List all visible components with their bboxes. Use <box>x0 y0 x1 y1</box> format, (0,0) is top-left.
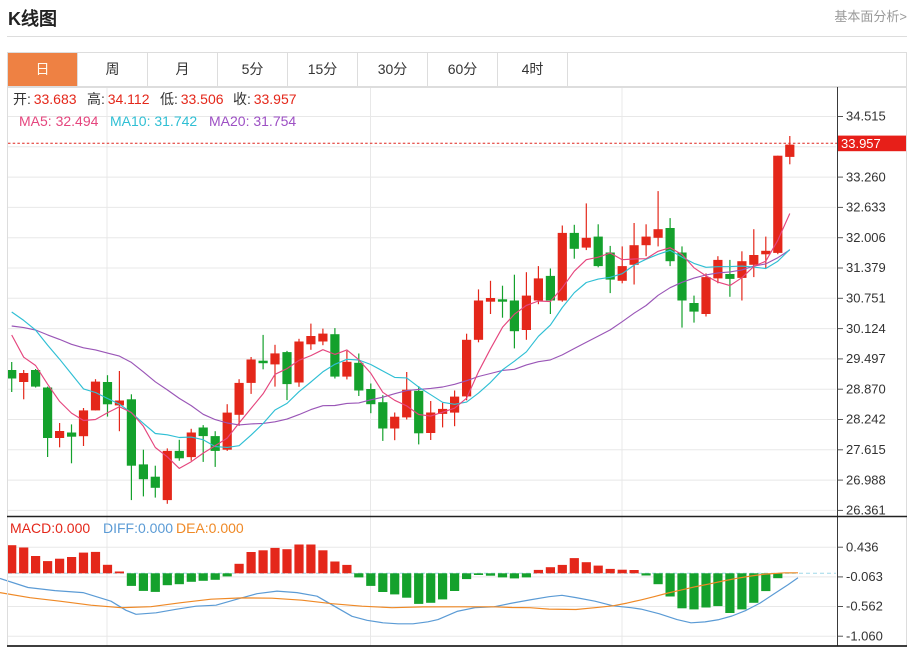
svg-text:26.988: 26.988 <box>846 472 886 487</box>
svg-text:MA10: 31.742: MA10: 31.742 <box>110 113 197 129</box>
svg-text:29.497: 29.497 <box>846 351 886 366</box>
svg-text:33.957: 33.957 <box>841 136 881 151</box>
svg-text:MACD:0.000: MACD:0.000 <box>10 520 90 536</box>
svg-text:DEA:0.000: DEA:0.000 <box>176 520 244 536</box>
svg-text:收: 33.957: 收: 33.957 <box>233 91 297 107</box>
svg-text:DIFF:0.000: DIFF:0.000 <box>103 520 173 536</box>
svg-text:开: 33.683: 开: 33.683 <box>13 91 77 107</box>
svg-text:-0.562: -0.562 <box>846 599 883 614</box>
svg-text:0.436: 0.436 <box>846 539 879 554</box>
svg-text:34.515: 34.515 <box>846 109 886 124</box>
svg-text:28.242: 28.242 <box>846 412 886 427</box>
svg-text:30.751: 30.751 <box>846 291 886 306</box>
svg-text:32.006: 32.006 <box>846 230 886 245</box>
svg-text:MA5: 32.494: MA5: 32.494 <box>19 113 99 129</box>
svg-text:-0.063: -0.063 <box>846 569 883 584</box>
svg-text:26.361: 26.361 <box>846 503 886 518</box>
svg-text:33.260: 33.260 <box>846 169 886 184</box>
svg-text:28.870: 28.870 <box>846 381 886 396</box>
svg-text:MA20: 31.754: MA20: 31.754 <box>209 113 296 129</box>
svg-text:高: 34.112: 高: 34.112 <box>87 91 150 107</box>
svg-text:31.379: 31.379 <box>846 260 886 275</box>
svg-text:30.124: 30.124 <box>846 321 886 336</box>
svg-text:-1.060: -1.060 <box>846 628 883 643</box>
svg-text:低: 33.506: 低: 33.506 <box>160 91 224 107</box>
svg-text:32.633: 32.633 <box>846 200 886 215</box>
svg-text:27.615: 27.615 <box>846 442 886 457</box>
